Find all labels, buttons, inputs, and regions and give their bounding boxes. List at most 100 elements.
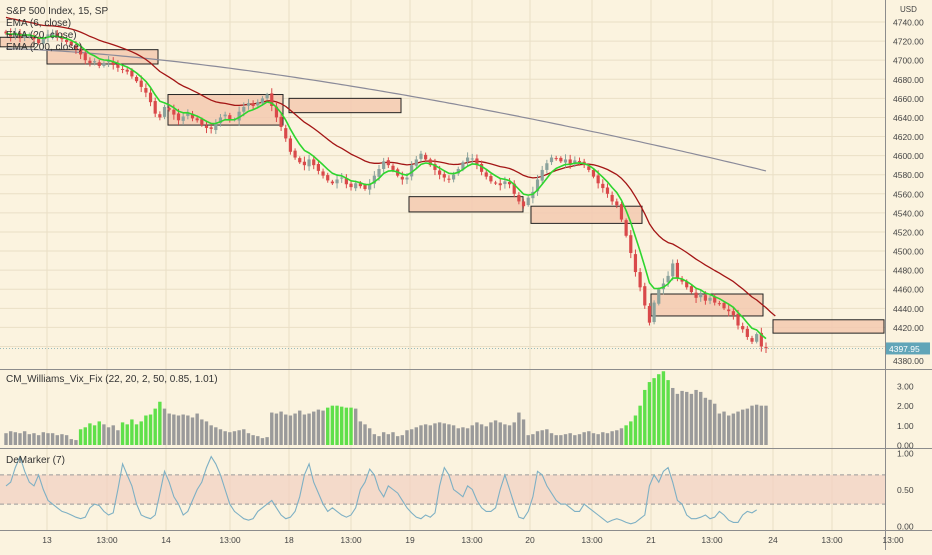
candle-body (144, 88, 148, 93)
last-price-value: 4397.95 (889, 344, 920, 354)
candle-body (83, 53, 87, 61)
wvf-bar (102, 424, 106, 445)
candle-body (410, 165, 414, 177)
wvf-bar (601, 432, 605, 445)
wvf-bar (498, 422, 502, 445)
time-tick-label: 20 (525, 535, 535, 545)
zone-box (408, 196, 524, 213)
wvf-bar (484, 426, 488, 445)
candle-body (549, 157, 554, 163)
wvf-bar (675, 393, 680, 445)
candle-body (465, 157, 470, 162)
candle-body (736, 313, 740, 326)
wvf-bar (298, 410, 302, 445)
candle-body (708, 297, 712, 301)
price-tick-label: 4740.00 (893, 18, 924, 28)
wvf-bar (256, 436, 260, 445)
candle-body (507, 181, 512, 185)
wvf-bar (134, 424, 139, 445)
time-tick-label: 18 (284, 535, 294, 545)
time-axis[interactable]: 13 13:00 14 13:00 18 13:00 19 13:00 20 13:00 21 13:… (42, 535, 904, 545)
zone-box (650, 293, 764, 317)
demarker-tick-label: 1.00 (897, 449, 914, 459)
candle-body (279, 116, 283, 127)
wvf-bar (433, 423, 437, 445)
price-tick-label: 4580.00 (893, 170, 924, 180)
candle-body (657, 289, 661, 304)
wvf-bar (125, 424, 129, 445)
symbol-title[interactable]: S&P 500 Index, 15, SP (6, 6, 108, 17)
wvf-bar (18, 433, 22, 445)
candle-body (619, 204, 624, 220)
wvf-bar (22, 431, 27, 445)
candle-body (88, 60, 92, 64)
candle-body (764, 347, 768, 349)
wvf-bar (237, 430, 241, 445)
candle-body (51, 33, 55, 36)
demarker-title[interactable]: DeMarker (7) (6, 455, 65, 466)
wvf-bar (4, 433, 8, 445)
candle-body (284, 128, 288, 139)
wvf-bar (671, 387, 675, 445)
candle-body (591, 169, 596, 177)
candle-body (111, 61, 115, 65)
candle-body (298, 158, 302, 163)
wvf-bar (321, 410, 325, 445)
ema200-legend[interactable]: EMA (200, close) (6, 42, 82, 53)
wvf-bar (391, 432, 395, 445)
candle-body (200, 119, 204, 126)
wvf-bar (242, 429, 246, 445)
candle-body (79, 48, 83, 55)
demarker-band (0, 474, 885, 505)
wvf-bar (13, 432, 18, 445)
candle-body (456, 168, 460, 174)
candle-body (605, 187, 610, 194)
wvf-bar (367, 428, 372, 445)
wvf-bar (200, 419, 204, 445)
wvf-bar (153, 408, 157, 445)
candle-body (218, 117, 223, 124)
wvf-bar (232, 431, 237, 445)
time-tick-label: 21 (646, 535, 656, 545)
wvf-bar (260, 438, 265, 445)
candle-body (316, 164, 320, 171)
wvf-bar (633, 415, 638, 445)
wvf-bar (223, 431, 227, 445)
price-tick-label: 4720.00 (893, 37, 924, 47)
candle-body (596, 175, 600, 184)
candle-body (302, 161, 307, 166)
wvf-bar (680, 390, 684, 445)
candle-body (181, 116, 185, 121)
candle-body (424, 154, 428, 160)
candle-body (41, 38, 45, 44)
candle-body (755, 334, 759, 342)
ema20-legend[interactable]: EMA (20, close) (6, 30, 77, 41)
wvf-bar (610, 431, 614, 445)
wvf-bar (228, 432, 232, 445)
price-axis[interactable]: 4740.00 4720.00 4700.00 4680.00 4660.00 4640.… (893, 18, 924, 367)
wvf-bar (148, 414, 153, 445)
price-tick-label: 4500.00 (893, 247, 924, 257)
candle-body (153, 101, 157, 114)
candle-body (727, 309, 731, 312)
wvf-bar (78, 429, 83, 445)
time-tick-label: 13:00 (882, 535, 904, 545)
candle-body (116, 64, 120, 68)
wvf-title[interactable]: CM_Williams_Vix_Fix (22, 20, 2, 50, 0.85… (6, 374, 218, 385)
candle-body (573, 160, 577, 164)
candle-body (563, 159, 568, 163)
candle-body (125, 69, 129, 72)
candle-body (545, 163, 549, 170)
ema-20-line (5, 16, 776, 317)
candle-body (237, 111, 241, 121)
wvf-bar (470, 425, 474, 445)
candle-body (475, 158, 479, 166)
candle-body (517, 194, 521, 202)
ema6-legend[interactable]: EMA (6, close) (6, 18, 71, 29)
wvf-bar (447, 424, 451, 445)
wvf-bar (158, 401, 162, 445)
ema-6-line (5, 32, 767, 340)
wvf-bar (759, 405, 764, 445)
time-tick-label: 13:00 (701, 535, 723, 545)
